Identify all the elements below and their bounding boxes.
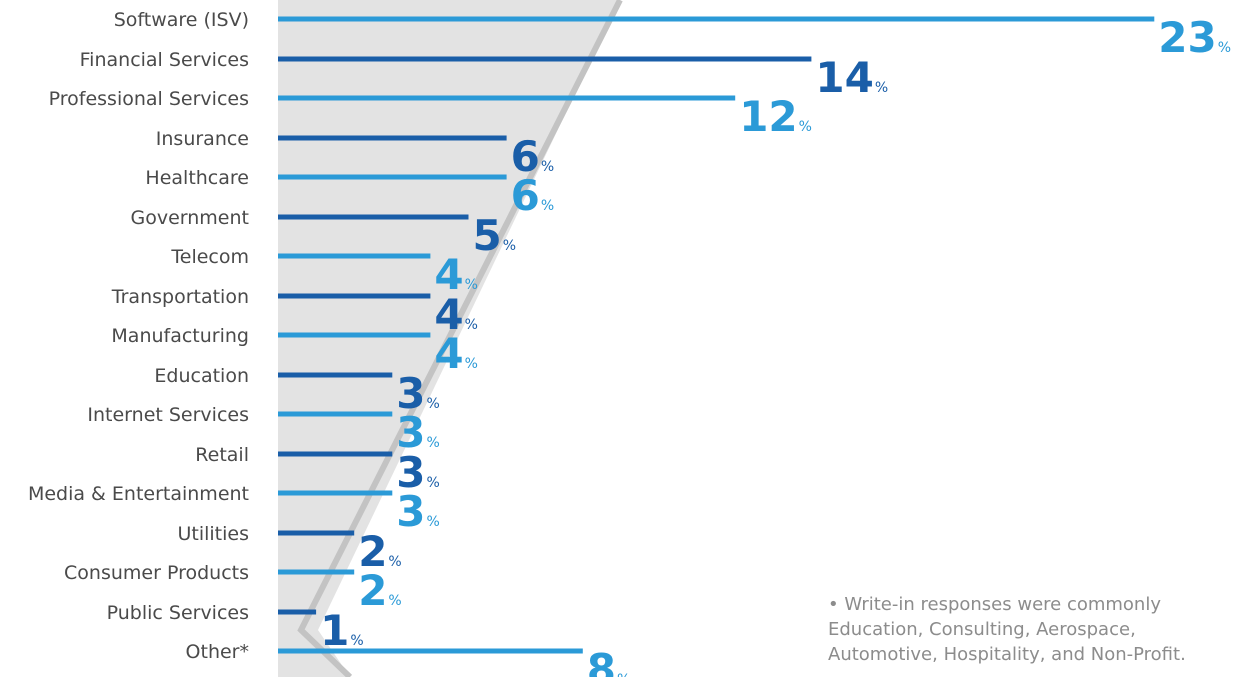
percent-sign-media-entertainment: % [427, 514, 440, 530]
percent-sign-manufacturing: % [465, 356, 478, 372]
category-label-internet-services: Internet Services [87, 404, 249, 426]
value-label-transportation: 4 [434, 290, 463, 339]
footnote-line-3: Automotive, Hospitality, and Non-Profit. [828, 644, 1186, 665]
category-label-public-services: Public Services [107, 602, 249, 624]
percent-sign-healthcare: % [541, 198, 554, 214]
percent-sign-education: % [427, 396, 440, 412]
category-label-insurance: Insurance [156, 128, 249, 150]
category-label-retail: Retail [195, 444, 249, 466]
category-label-financial-services: Financial Services [80, 49, 249, 71]
percent-sign-software-isv: % [1218, 40, 1231, 56]
value-label-healthcare: 6 [511, 171, 540, 220]
footnote-line-2: Education, Consulting, Aerospace, [828, 619, 1136, 640]
value-label-telecom: 4 [434, 250, 463, 299]
value-label-utilities: 2 [358, 527, 387, 576]
percent-sign-transportation: % [465, 317, 478, 333]
category-label-education: Education [154, 365, 249, 387]
percent-sign-consumer-products: % [388, 593, 401, 609]
category-label-utilities: Utilities [177, 523, 249, 545]
category-label-consumer-products: Consumer Products [64, 562, 249, 584]
value-label-other: 8 [587, 645, 616, 677]
percent-sign-retail: % [427, 475, 440, 491]
value-label-public-services: 1 [320, 606, 349, 655]
value-label-financial-services: 14 [815, 53, 873, 102]
value-label-consumer-products: 2 [358, 566, 387, 615]
category-label-software-isv: Software (ISV) [114, 9, 249, 31]
percent-sign-professional-services: % [799, 119, 812, 135]
value-label-internet-services: 3 [396, 408, 425, 457]
category-label-media-entertainment: Media & Entertainment [28, 483, 249, 505]
percent-sign-public-services: % [350, 633, 363, 649]
value-label-education: 3 [396, 369, 425, 418]
value-label-manufacturing: 4 [434, 329, 463, 378]
category-label-manufacturing: Manufacturing [111, 325, 249, 347]
percent-sign-telecom: % [465, 277, 478, 293]
value-label-insurance: 6 [511, 132, 540, 181]
footnote: • Write-in responses were commonly Educa… [828, 592, 1256, 667]
percent-sign-internet-services: % [427, 435, 440, 451]
value-label-media-entertainment: 3 [396, 487, 425, 536]
category-label-transportation: Transportation [111, 286, 249, 308]
percent-sign-insurance: % [541, 159, 554, 175]
value-label-government: 5 [473, 211, 502, 260]
bars-group: Software (ISV) 23 %Financial Services 14 %Pr… [28, 9, 1231, 677]
category-label-telecom: Telecom [170, 246, 249, 268]
category-label-professional-services: Professional Services [49, 88, 249, 110]
value-label-software-isv: 23 [1158, 13, 1216, 62]
category-label-other: Other* [186, 641, 249, 663]
percent-sign-financial-services: % [875, 80, 888, 96]
value-label-professional-services: 12 [739, 92, 797, 141]
background-wedge-edge [297, 0, 623, 677]
footnote-line-1: • Write-in responses were commonly [828, 594, 1161, 615]
category-label-healthcare: Healthcare [145, 167, 249, 189]
category-label-government: Government [131, 207, 250, 229]
percent-sign-other: % [617, 672, 630, 677]
percent-sign-utilities: % [388, 554, 401, 570]
value-label-retail: 3 [396, 448, 425, 497]
percent-sign-government: % [503, 238, 516, 254]
